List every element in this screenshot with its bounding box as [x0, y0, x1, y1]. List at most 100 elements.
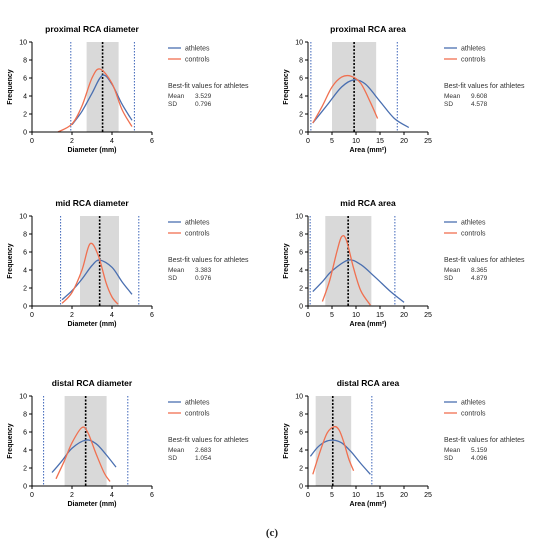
- fit-value: 5.159: [471, 447, 488, 454]
- fit-value: 3.529: [195, 93, 212, 100]
- fit-value: 4.578: [471, 101, 488, 108]
- legend-label: athletes: [185, 46, 210, 53]
- chart-panel-5: 0 2 4 6 8 10 0 2 4 6 distal RCA diameter Diameter (…: [7, 378, 249, 508]
- fit-label: Mean: [168, 267, 185, 274]
- y-tick-label: 2: [299, 286, 303, 293]
- y-tick-label: 4: [23, 448, 27, 455]
- legend-label: athletes: [185, 220, 210, 227]
- y-tick-label: 2: [23, 112, 27, 119]
- x-tick-label: 15: [376, 312, 384, 319]
- fit-heading: Best-fit values for athletes: [168, 83, 249, 90]
- fit-value: 8.365: [471, 267, 488, 274]
- shaded-range: [325, 216, 372, 306]
- y-tick-label: 0: [299, 484, 303, 491]
- fit-label: Mean: [444, 447, 461, 454]
- fit-label: SD: [444, 455, 453, 462]
- legend-label: athletes: [461, 220, 486, 227]
- fit-value: 3.383: [195, 267, 212, 274]
- y-tick-label: 0: [299, 304, 303, 311]
- chart-title: mid RCA diameter: [55, 198, 129, 208]
- y-tick-label: 8: [299, 232, 303, 239]
- series-line-athletes: [309, 439, 371, 475]
- y-tick-label: 6: [299, 250, 303, 257]
- fit-label: SD: [168, 101, 177, 108]
- x-tick-label: 2: [70, 492, 74, 499]
- fit-label: Mean: [168, 93, 185, 100]
- y-axis-label: Frequency: [7, 69, 14, 105]
- legend-label: athletes: [461, 400, 486, 407]
- x-axis-label: Area (mm²): [350, 147, 387, 154]
- y-tick-label: 8: [23, 232, 27, 239]
- fit-heading: Best-fit values for athletes: [168, 437, 249, 444]
- series-line-controls: [312, 74, 379, 124]
- fit-value: 4.879: [471, 275, 488, 282]
- x-tick-label: 6: [150, 138, 154, 145]
- y-axis-label: Frequency: [283, 69, 290, 105]
- series-line-athletes: [312, 79, 410, 129]
- legend-label: controls: [185, 231, 210, 238]
- y-tick-label: 4: [299, 448, 303, 455]
- fit-value: 2.683: [195, 447, 212, 454]
- legend-label: controls: [185, 57, 210, 64]
- y-tick-label: 4: [299, 94, 303, 101]
- legend-label: controls: [185, 411, 210, 418]
- x-tick-label: 0: [30, 138, 34, 145]
- fit-label: SD: [168, 455, 177, 462]
- y-tick-label: 2: [23, 466, 27, 473]
- chart-title: proximal RCA area: [330, 24, 406, 34]
- chart-panel-6: 0 2 4 6 8 10 0 5 10 15 20 25 distal RCA area Area (mm…: [283, 378, 525, 508]
- chart-panel-4: 0 2 4 6 8 10 0 5 10 15 20 25 mid RCA area Area (mm²) F…: [283, 198, 525, 328]
- y-tick-label: 0: [299, 130, 303, 137]
- y-tick-label: 8: [23, 412, 27, 419]
- x-axis-label: Diameter (mm): [67, 321, 116, 328]
- y-tick-label: 2: [299, 112, 303, 119]
- y-tick-label: 0: [23, 130, 27, 137]
- x-tick-label: 20: [400, 138, 408, 145]
- x-tick-label: 20: [400, 312, 408, 319]
- fit-value: 4.096: [471, 455, 488, 462]
- chart-title: distal RCA area: [337, 378, 400, 388]
- x-tick-label: 4: [110, 138, 114, 145]
- shaded-range: [332, 42, 377, 132]
- y-tick-label: 10: [19, 394, 27, 401]
- series-line-athletes: [312, 259, 405, 303]
- y-tick-label: 8: [23, 58, 27, 65]
- series-line-controls: [55, 426, 111, 482]
- y-tick-label: 6: [299, 430, 303, 437]
- legend-label: controls: [461, 231, 486, 238]
- fit-heading: Best-fit values for athletes: [444, 257, 525, 264]
- fit-value: 0.976: [195, 275, 212, 282]
- chart-title: proximal RCA diameter: [45, 24, 139, 34]
- x-tick-label: 10: [352, 138, 360, 145]
- fit-label: SD: [168, 275, 177, 282]
- x-tick-label: 10: [352, 492, 360, 499]
- fit-heading: Best-fit values for athletes: [444, 83, 525, 90]
- y-tick-label: 2: [299, 466, 303, 473]
- y-tick-label: 0: [23, 484, 27, 491]
- x-tick-label: 0: [306, 138, 310, 145]
- legend-label: athletes: [185, 400, 210, 407]
- fit-heading: Best-fit values for athletes: [444, 437, 525, 444]
- legend-label: athletes: [461, 46, 486, 53]
- x-tick-label: 2: [70, 312, 74, 319]
- y-tick-label: 0: [23, 304, 27, 311]
- y-tick-label: 4: [23, 94, 27, 101]
- series-line-controls: [321, 234, 371, 306]
- y-tick-label: 10: [295, 394, 303, 401]
- figure-caption: (c): [265, 527, 279, 539]
- x-axis-label: Diameter (mm): [67, 147, 116, 154]
- x-tick-label: 6: [150, 492, 154, 499]
- series-line-controls: [61, 242, 119, 305]
- y-tick-label: 8: [299, 58, 303, 65]
- y-tick-label: 6: [23, 76, 27, 83]
- x-tick-label: 25: [424, 138, 432, 145]
- fit-label: Mean: [168, 447, 185, 454]
- shaded-range: [315, 396, 352, 486]
- x-tick-label: 20: [400, 492, 408, 499]
- y-axis-label: Frequency: [7, 243, 14, 279]
- fit-label: Mean: [444, 267, 461, 274]
- y-tick-label: 6: [23, 430, 27, 437]
- x-tick-label: 4: [110, 312, 114, 319]
- x-tick-label: 5: [330, 492, 334, 499]
